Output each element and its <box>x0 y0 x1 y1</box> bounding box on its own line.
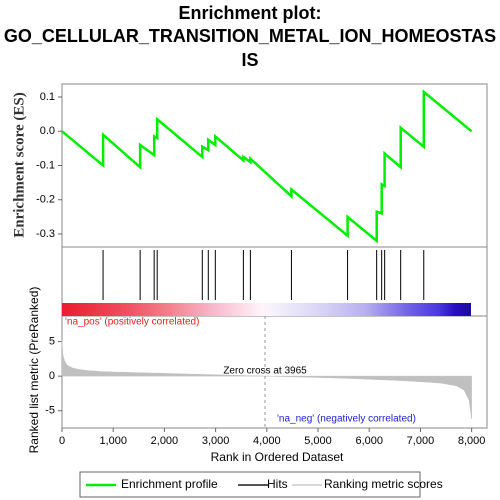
plot-frame <box>61 83 488 429</box>
y-tick-label: -0.1 <box>36 159 55 171</box>
x-tick-label: 0 <box>59 435 65 447</box>
metric-area <box>61 340 472 420</box>
y-tick-label: 0 <box>49 370 55 382</box>
y-tick-label: 0.0 <box>40 125 55 137</box>
title-line: Enrichment plot: <box>179 3 322 23</box>
title-line: GO_CELLULAR_TRANSITION_METAL_ION_HOMEOST… <box>4 26 496 46</box>
x-tick-label: 8,000 <box>458 435 486 447</box>
y-tick-label: -0.2 <box>36 194 55 206</box>
x-tick-label: 5,000 <box>304 435 332 447</box>
annotation: 'na_pos' (positively correlated) <box>65 317 199 328</box>
x-tick-label: 7,000 <box>407 435 435 447</box>
legend-label: Enrichment profile <box>121 477 218 491</box>
legend-label: Hits <box>267 477 288 491</box>
legend-label: Ranking metric scores <box>324 477 443 491</box>
rank-color-band <box>62 303 471 316</box>
y-tick-label: -5 <box>45 405 55 417</box>
title-line: IS <box>241 50 258 70</box>
x-tick-label: 6,000 <box>355 435 383 447</box>
y-axis-label: Ranked list metric (PreRanked) <box>27 287 41 454</box>
y-tick-label: 5 <box>49 335 55 347</box>
y-tick-label: 0.1 <box>40 91 55 103</box>
annotation: 'na_neg' (negatively correlated) <box>277 414 416 425</box>
y-tick-label: -0.3 <box>36 228 55 240</box>
enrichment-line <box>61 89 473 244</box>
y-axis-label: Enrichment score (ES) <box>11 92 27 238</box>
x-tick-label: 3,000 <box>202 435 230 447</box>
x-tick-label: 2,000 <box>151 435 179 447</box>
x-axis-label: Rank in Ordered Dataset <box>211 450 344 464</box>
x-tick-label: 4,000 <box>253 435 281 447</box>
x-tick-label: 1,000 <box>99 435 127 447</box>
